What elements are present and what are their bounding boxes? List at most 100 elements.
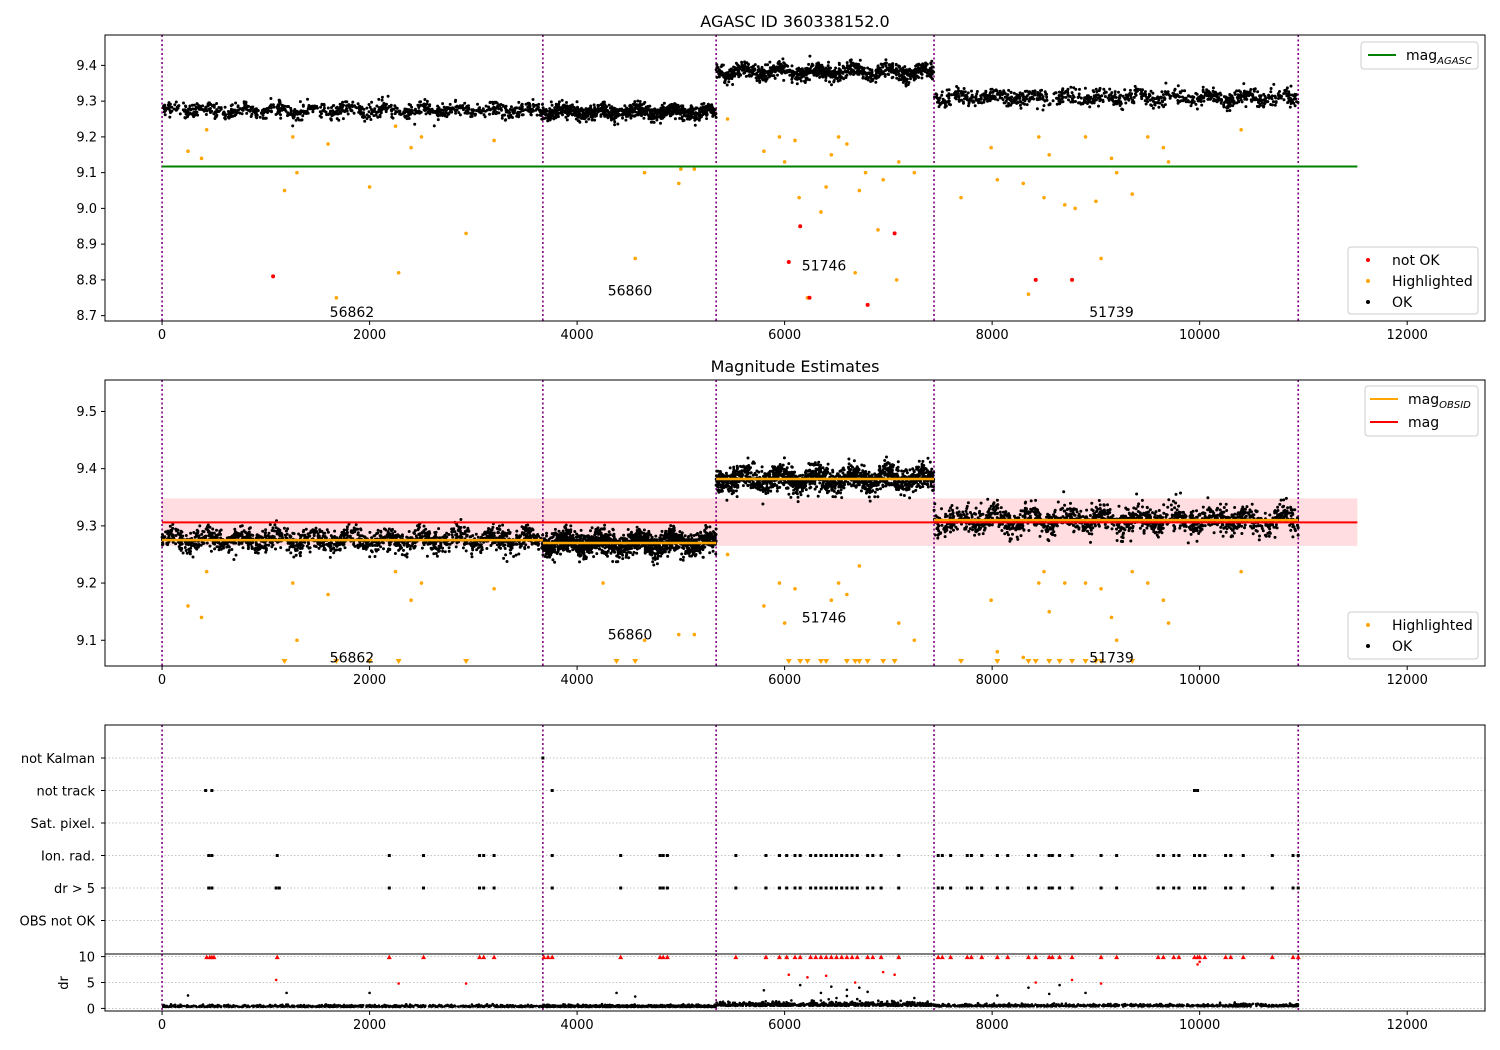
dr-point bbox=[806, 976, 809, 979]
flag-marker bbox=[824, 854, 828, 857]
dr-point bbox=[798, 983, 802, 987]
highlighted-point bbox=[829, 152, 834, 157]
flag-marker bbox=[936, 886, 940, 890]
flag-marker bbox=[777, 854, 781, 857]
x-tick-label: 0 bbox=[158, 328, 166, 343]
highlighted-point bbox=[199, 615, 204, 620]
flag-marker bbox=[949, 854, 953, 857]
highlighted-point bbox=[1109, 156, 1114, 161]
x-tick-label: 12000 bbox=[1387, 328, 1428, 343]
dr-point bbox=[830, 985, 833, 988]
highlighted-point bbox=[876, 228, 880, 232]
flag-marker bbox=[1229, 886, 1233, 890]
dr-capped-marker bbox=[1069, 954, 1075, 960]
dr-capped-marker bbox=[849, 954, 855, 960]
obsid-label: 51746 bbox=[802, 259, 847, 275]
clipped-point-marker bbox=[1082, 659, 1089, 664]
dr-point bbox=[819, 991, 823, 995]
highlighted-point bbox=[777, 135, 782, 139]
y-tick-label: 5 bbox=[87, 977, 95, 992]
magnitude-panel: AGASC ID 360338152.0 56862 56860 51746 5173… bbox=[76, 12, 1486, 343]
ok-points bbox=[162, 54, 1300, 128]
flag-marker bbox=[619, 854, 623, 857]
dr-capped-marker bbox=[1202, 954, 1208, 960]
x-tick-label: 6000 bbox=[768, 673, 801, 688]
flag-marker bbox=[840, 886, 844, 890]
flag-marker bbox=[1177, 886, 1181, 890]
dr-point bbox=[1047, 992, 1051, 996]
highlighted-point bbox=[1161, 145, 1166, 150]
y-tick-label: 9.5 bbox=[76, 405, 97, 420]
dr-point bbox=[1058, 983, 1061, 987]
dr-capped-marker bbox=[481, 954, 487, 960]
flag-marker bbox=[1156, 854, 1160, 857]
highlighted-point bbox=[1109, 615, 1114, 620]
x-tick-label: 8000 bbox=[976, 1018, 1009, 1033]
highlighted-point bbox=[1073, 206, 1077, 211]
dr-capped-marker bbox=[733, 954, 739, 960]
flag-marker bbox=[658, 854, 662, 857]
flag-marker bbox=[793, 854, 797, 857]
highlighted-point bbox=[492, 138, 496, 143]
clipped-point-marker bbox=[366, 659, 373, 664]
dr-capped-marker bbox=[813, 954, 819, 960]
flag-marker bbox=[764, 854, 768, 857]
flag-marker bbox=[1050, 886, 1054, 890]
dr-capped-marker bbox=[1223, 954, 1229, 960]
clipped-point-marker bbox=[958, 659, 965, 664]
plot-area: 0 2000 4000 6000 8000 10000 12000 0 5 10 bbox=[78, 951, 1486, 1033]
dr-point bbox=[913, 996, 916, 1000]
x-tick-label: 2000 bbox=[353, 1018, 386, 1033]
dr-capped-marker bbox=[1197, 954, 1203, 960]
highlighted-point bbox=[393, 124, 398, 128]
highlighted-point bbox=[326, 592, 330, 597]
highlighted-point bbox=[1037, 581, 1041, 585]
legend-highlighted-label: Highlighted bbox=[1392, 618, 1473, 634]
clipped-point-marker bbox=[1129, 659, 1136, 664]
flag-marker bbox=[661, 886, 665, 890]
clipped-point-marker bbox=[843, 659, 850, 664]
highlighted-point bbox=[679, 167, 683, 171]
dr-capped-marker bbox=[1057, 954, 1063, 960]
clipped-point-marker bbox=[891, 659, 898, 664]
flag-marker bbox=[969, 854, 973, 857]
flag-marker bbox=[422, 854, 426, 857]
highlighted-point bbox=[326, 142, 330, 146]
dr-capped-marker bbox=[541, 954, 547, 960]
flag-marker bbox=[1291, 854, 1295, 857]
highlighted-point bbox=[1083, 581, 1088, 585]
clipped-point-marker bbox=[1092, 659, 1099, 664]
clipped-point-marker bbox=[994, 659, 1001, 664]
clipped-point-marker bbox=[632, 659, 639, 664]
dr-point bbox=[787, 973, 791, 977]
highlighted-point bbox=[393, 569, 398, 574]
flag-category-label: not Kalman bbox=[21, 752, 95, 767]
highlighted-point bbox=[1099, 256, 1103, 261]
plot-area: not Kalman not track Sat. pixel. Ion. rad. d… bbox=[20, 724, 1486, 955]
flags-panel: not Kalman not track Sat. pixel. Ion. rad. d… bbox=[20, 724, 1486, 955]
dr-capped-marker bbox=[948, 954, 954, 960]
highlighted-point bbox=[676, 632, 681, 637]
highlighted-point bbox=[836, 581, 841, 585]
highlighted-point bbox=[725, 117, 730, 121]
flag-marker bbox=[478, 886, 482, 890]
obsid-label: 56860 bbox=[608, 284, 653, 300]
legend-upper: magAGASC bbox=[1360, 41, 1479, 70]
highlighted-point bbox=[989, 598, 993, 603]
dr-capped-marker bbox=[865, 954, 871, 960]
highlighted-point bbox=[492, 586, 496, 591]
dr-capped-marker bbox=[823, 954, 829, 960]
plot-frame bbox=[104, 379, 1486, 667]
flag-marker bbox=[1047, 854, 1051, 857]
flag-marker bbox=[1296, 886, 1300, 890]
flag-marker bbox=[204, 789, 208, 792]
plot-area: 56862 56860 51746 51739 0 2000 4000 6000 8000 100… bbox=[76, 34, 1486, 343]
obsid-label: 51739 bbox=[1089, 305, 1134, 321]
dr-point bbox=[866, 990, 869, 994]
highlighted-point bbox=[845, 592, 849, 597]
flag-marker bbox=[1172, 886, 1176, 890]
flag-marker bbox=[1115, 886, 1119, 890]
flag-category-label: Ion. rad. bbox=[41, 850, 95, 865]
flag-marker bbox=[1196, 789, 1200, 792]
